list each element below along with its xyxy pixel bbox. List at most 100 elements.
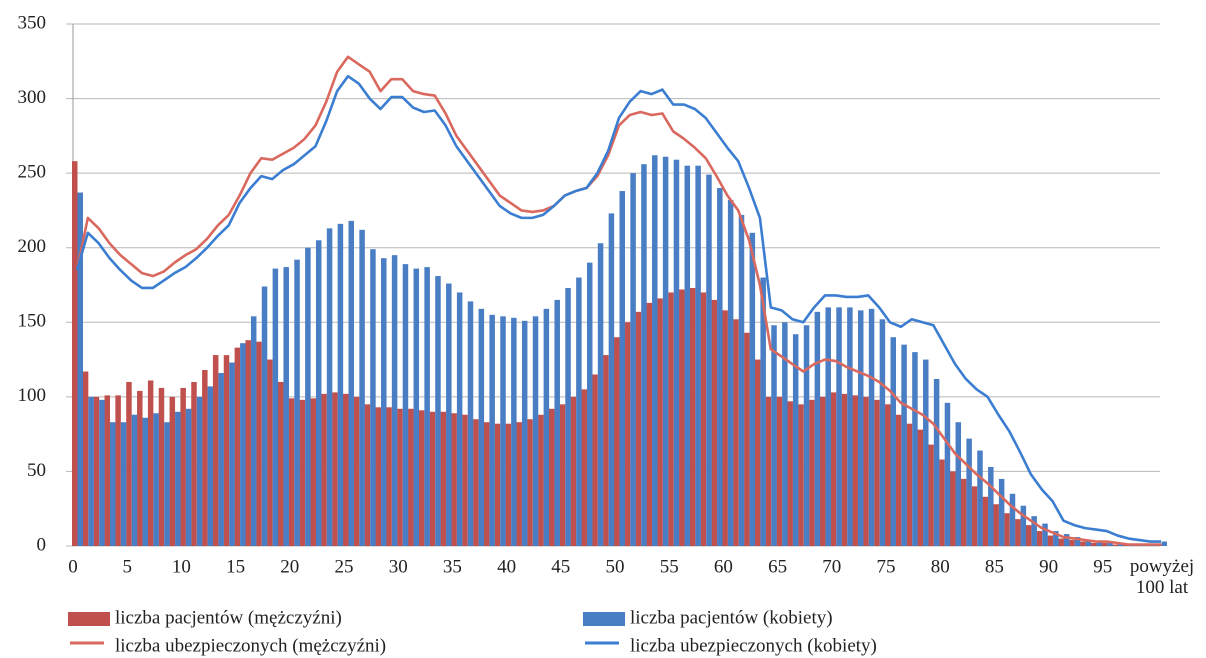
bar (646, 302, 653, 546)
bar (402, 264, 409, 546)
bar (1031, 516, 1037, 546)
bar (960, 478, 967, 546)
bar (72, 161, 78, 546)
y-tick-label: 300 (18, 87, 47, 108)
bar (321, 393, 327, 546)
bar (1036, 531, 1043, 546)
x-tick-label: 95 (1093, 556, 1112, 577)
x-tick-label: 30 (389, 556, 408, 577)
bar (381, 258, 387, 546)
bar (397, 408, 403, 546)
bar (99, 399, 105, 546)
bar (478, 308, 485, 546)
x-tick-label: 55 (660, 556, 679, 577)
bar (814, 311, 821, 546)
bar (180, 387, 186, 546)
bar (299, 399, 306, 546)
legend-label: liczba ubezpieczonych (mężczyźni) (115, 635, 386, 656)
bar (261, 286, 268, 546)
bar (1069, 540, 1075, 546)
bar (923, 359, 929, 546)
bar (446, 283, 452, 546)
bar (792, 334, 799, 546)
bar (819, 396, 826, 546)
bar (565, 287, 571, 546)
bar (836, 307, 842, 546)
bar (120, 422, 127, 546)
bar (1047, 535, 1054, 546)
bar (364, 404, 371, 546)
bar (852, 395, 858, 546)
bar (511, 317, 517, 546)
bar (234, 347, 241, 546)
bar (532, 316, 539, 546)
y-tick-label: 0 (37, 534, 47, 555)
x-tick-label: 0 (68, 556, 78, 577)
bar (137, 390, 143, 546)
bar (521, 320, 528, 546)
bar (429, 411, 436, 546)
bar (1112, 544, 1119, 546)
bar (652, 155, 658, 546)
bar (223, 355, 230, 546)
bar (435, 276, 441, 546)
bar (538, 414, 544, 546)
bar (110, 422, 116, 546)
bar (288, 398, 295, 546)
bar (841, 393, 848, 546)
x-tick-label: 40 (497, 556, 516, 577)
bar (895, 414, 902, 546)
legend-label: liczba pacjentów (mężczyźni) (115, 607, 342, 628)
bar (673, 159, 680, 546)
bar (874, 399, 880, 546)
bar (928, 444, 934, 546)
bar (679, 289, 685, 546)
bar (353, 396, 360, 546)
bar (727, 199, 734, 546)
bar (240, 343, 246, 546)
x-tick-label: 75 (877, 556, 896, 577)
bar (256, 341, 262, 546)
bar (82, 371, 89, 546)
bar (1025, 525, 1032, 546)
bar (684, 165, 691, 546)
bar (749, 232, 756, 547)
bar (782, 322, 788, 546)
bar (202, 370, 208, 546)
x-tick-label: 35 (443, 556, 462, 577)
bar (879, 319, 886, 546)
legend-label: liczba pacjentów (kobiety) (630, 607, 833, 628)
bar (798, 404, 804, 546)
bar (131, 414, 138, 546)
bar (343, 393, 349, 546)
bar (147, 380, 154, 546)
bar (543, 308, 550, 546)
bar (294, 259, 300, 546)
bar (527, 419, 533, 546)
bar (993, 504, 999, 546)
bar (700, 292, 707, 546)
bar (153, 413, 159, 546)
bar (191, 381, 197, 546)
bar (706, 174, 712, 547)
bar (641, 164, 647, 547)
bar (196, 396, 203, 546)
bar (375, 407, 382, 546)
bar (717, 188, 723, 547)
bar (386, 407, 392, 546)
bar (885, 404, 891, 546)
bar (1009, 493, 1016, 546)
bar (1080, 541, 1086, 546)
bar (126, 381, 132, 546)
bar (570, 396, 577, 546)
bar (657, 298, 663, 546)
bar (473, 419, 479, 546)
y-tick-label: 350 (18, 12, 47, 33)
bar (988, 466, 994, 546)
bar (847, 307, 853, 546)
bar (245, 340, 251, 546)
bar (1004, 513, 1010, 546)
bar (581, 389, 587, 546)
line (75, 74, 1161, 543)
bar (456, 292, 463, 546)
